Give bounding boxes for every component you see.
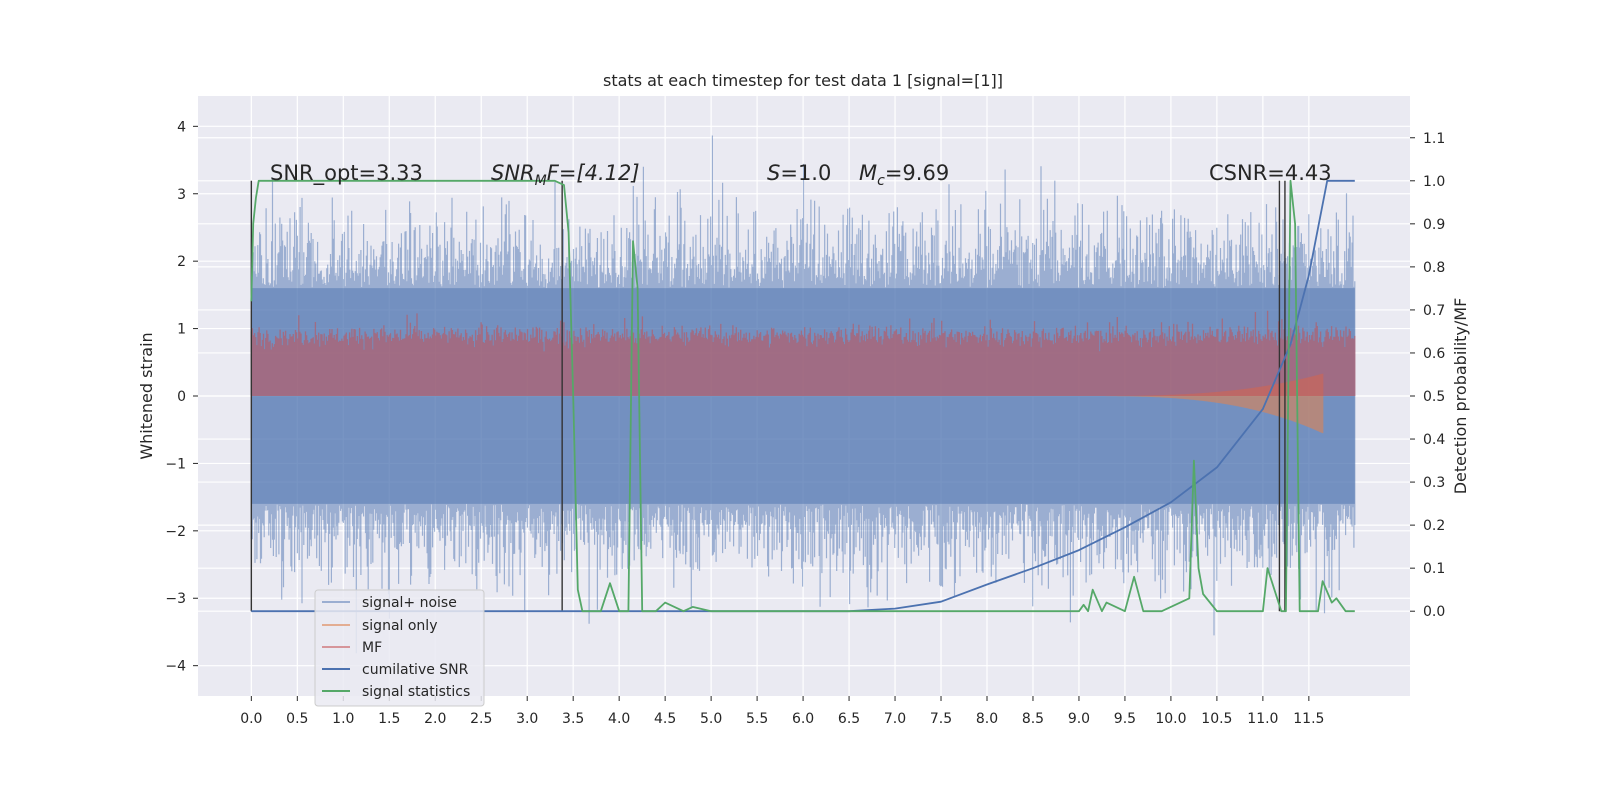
x-tick-label: 2.5 [470,711,492,727]
y-left-tick-label: 3 [177,187,186,203]
x-tick-label: 1.0 [332,711,354,727]
annotation-csnr: CSNR=4.43 [1209,161,1332,185]
legend-entry-cumilative-snr: cumilative SNR [322,662,469,678]
y-right-tick-label: 0.7 [1423,303,1445,319]
x-tick-label: 10.0 [1155,711,1186,727]
annotation-snr-mf: SNRMF=[4.12] [491,161,640,189]
y-axis-left-ticks: 4 3 2 1 0 −1 −2 −3 −4 [165,119,198,675]
legend-entry-mf: MF [322,640,382,656]
y-right-tick-label: 0.1 [1423,561,1445,577]
signal-statistics-line [250,179,1355,613]
x-tick-label: 1.5 [378,711,400,727]
series-cumilative-snr [251,179,1355,613]
y-right-tick-label: 0.4 [1423,432,1445,448]
svg-text:cumilative SNR: cumilative SNR [362,662,469,678]
x-tick-label: 8.5 [1022,711,1044,727]
y-left-tick-label: 2 [177,254,186,270]
y-right-tick-label: 0.3 [1423,475,1445,491]
legend: signal+ noise signal only MF cumilative … [314,589,485,707]
x-tick-label: 7.5 [930,711,952,727]
annotation-snr-opt: SNR_opt=3.33 [270,161,423,186]
chart-title: stats at each timestep for test data 1 [… [603,71,1003,90]
y-left-tick-label: 0 [177,389,186,405]
y-left-tick-label: −4 [165,659,186,675]
y-right-tick-label: 0.6 [1423,346,1445,362]
y-left-tick-label: 1 [177,322,186,338]
x-tick-label: 11.5 [1293,711,1324,727]
y-right-tick-label: 0.9 [1423,217,1445,233]
x-tick-label: 5.0 [700,711,722,727]
y-right-tick-label: 0.5 [1423,389,1445,405]
y-axis-right-label: Detection probability/MF [1451,298,1470,495]
y-left-tick-label: −3 [165,591,186,607]
legend-entry-signal-statistics: signal statistics [322,684,470,700]
annotation-s: S=1.0 [767,161,831,185]
legend-box [314,589,485,707]
svg-text:signal+ noise: signal+ noise [362,595,457,611]
annotations: SNR_opt=3.33 SNRMF=[4.12] S=1.0 Mc=9.69 … [270,161,1332,189]
x-axis-ticks: 0.0 0.5 1.0 1.5 2.0 2.5 3.0 3.5 4.0 4.5 5.0 5.5 6.0 6… [240,696,1324,727]
y-right-tick-label: 1.0 [1423,174,1445,190]
x-tick-label: 4.0 [608,711,630,727]
y-right-tick-label: 0.0 [1423,604,1445,620]
y-right-tick-label: 0.2 [1423,518,1445,534]
svg-text:MF: MF [362,640,382,656]
x-tick-label: 10.5 [1201,711,1232,727]
y-left-tick-label: −2 [165,524,186,540]
legend-entry-signal-only: signal only [322,618,437,634]
y-left-tick-label: 4 [177,119,186,135]
annotation-mc: Mc=9.69 [859,161,949,189]
x-tick-label: 9.5 [1114,711,1136,727]
x-tick-label: 2.0 [424,711,446,727]
x-tick-label: 4.5 [654,711,676,727]
legend-entry-signal-noise: signal+ noise [322,595,457,611]
y-axis-left-label: Whitened strain [137,332,156,459]
y-right-tick-label: 0.8 [1423,260,1445,276]
x-tick-label: 3.0 [516,711,538,727]
x-tick-label: 3.5 [562,711,584,727]
x-tick-label: 9.0 [1068,711,1090,727]
x-tick-label: 6.5 [838,711,860,727]
x-tick-label: 8.0 [976,711,998,727]
cumilative-snr-line [251,179,1355,613]
x-tick-label: 5.5 [746,711,768,727]
y-axis-right-ticks: 1.1 1.0 0.9 0.8 0.7 0.6 0.5 0.4 0.3 0.2 0.1 0.0 [1410,131,1445,620]
x-tick-label: 11.0 [1247,711,1278,727]
x-tick-label: 0.0 [240,711,262,727]
x-tick-label: 6.0 [792,711,814,727]
svg-text:signal only: signal only [362,618,437,634]
svg-text:signal statistics: signal statistics [362,684,470,700]
series-signal-statistics [250,179,1355,613]
x-tick-label: 0.5 [286,711,308,727]
y-right-tick-label: 1.1 [1423,131,1445,147]
x-tick-label: 7.0 [884,711,906,727]
y-left-tick-label: −1 [165,456,186,472]
